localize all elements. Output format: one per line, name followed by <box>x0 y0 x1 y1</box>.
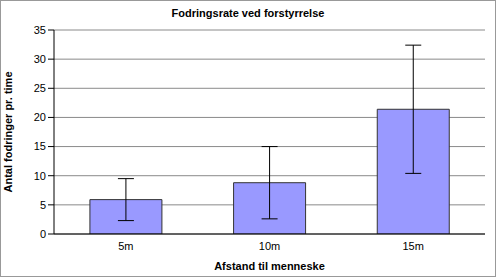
svg-text:10: 10 <box>34 170 46 182</box>
svg-text:Antal fodringer pr. time: Antal fodringer pr. time <box>8 71 14 192</box>
svg-text:5: 5 <box>40 199 46 211</box>
svg-text:5m: 5m <box>118 240 133 252</box>
svg-text:0: 0 <box>40 228 46 240</box>
svg-text:10m: 10m <box>259 240 280 252</box>
svg-text:20: 20 <box>34 111 46 123</box>
html-text:Fodringsrate ved forstyrrelse: Fodringsrate ved forstyrrelse <box>171 7 325 19</box>
svg-text:Afstand til menneske: Afstand til menneske <box>214 260 325 272</box>
svg-text:15: 15 <box>34 140 46 152</box>
svg-text:35: 35 <box>34 24 46 36</box>
svg-text:25: 25 <box>34 82 46 94</box>
svg-text:30: 30 <box>34 53 46 65</box>
svg-text:15m: 15m <box>402 240 423 252</box>
